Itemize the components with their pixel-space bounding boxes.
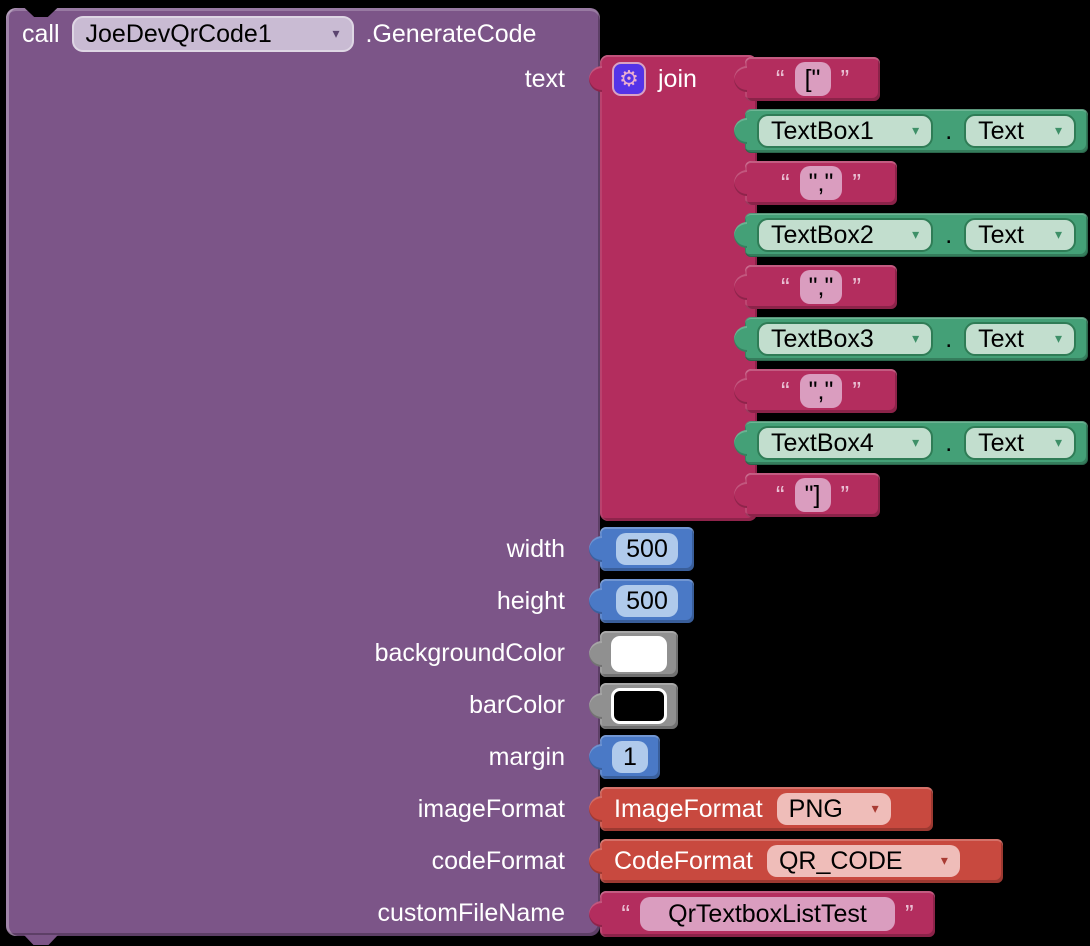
- string-block-close-bracket[interactable]: “ "] ”: [734, 473, 880, 517]
- string-field[interactable]: QrTextboxListTest: [640, 897, 895, 931]
- open-quote: “: [780, 168, 790, 198]
- component-dropdown[interactable]: TextBox4 ▾: [757, 426, 934, 460]
- string-block-open-bracket[interactable]: “ [" ”: [734, 57, 880, 101]
- property-dropdown[interactable]: Text ▾: [964, 218, 1076, 252]
- join-label: join: [658, 65, 697, 93]
- dot-separator: .: [945, 324, 953, 353]
- close-quote: ”: [852, 168, 862, 198]
- open-quote: “: [780, 272, 790, 302]
- dot-separator: .: [945, 220, 953, 249]
- getter-block-textbox1-text[interactable]: TextBox1 ▾ . Text ▾: [734, 109, 1088, 153]
- string-field[interactable]: ",": [799, 374, 843, 408]
- property-dropdown[interactable]: Text ▾: [964, 426, 1076, 460]
- chevron-down-icon: ▾: [940, 853, 948, 869]
- param-label-codeformat: codeFormat: [431, 847, 565, 875]
- white-color-swatch[interactable]: [611, 636, 667, 672]
- color-block-bar[interactable]: [589, 683, 678, 729]
- mutator-gear-icon[interactable]: ⚙: [612, 62, 646, 96]
- string-block-comma[interactable]: “ "," ”: [734, 161, 897, 205]
- string-block-comma[interactable]: “ "," ”: [734, 369, 897, 413]
- close-quote: ”: [840, 64, 850, 94]
- chevron-down-icon: ▾: [912, 435, 920, 451]
- number-field[interactable]: 500: [616, 533, 678, 565]
- param-label-backgroundcolor: backgroundColor: [374, 639, 565, 667]
- number-field[interactable]: 500: [616, 585, 678, 617]
- component-dropdown[interactable]: TextBox2 ▾: [757, 218, 934, 252]
- codeformat-block[interactable]: CodeFormat QR_CODE ▾: [589, 839, 1003, 883]
- black-color-swatch[interactable]: [611, 688, 667, 724]
- param-label-height: height: [496, 587, 565, 615]
- chevron-down-icon: ▾: [871, 801, 879, 817]
- chevron-down-icon: ▾: [1054, 435, 1062, 451]
- number-field[interactable]: 1: [612, 741, 648, 773]
- property-dropdown-value: Text: [978, 324, 1025, 353]
- chevron-down-icon: ▾: [1054, 331, 1062, 347]
- number-block-margin[interactable]: 1: [589, 735, 660, 779]
- property-dropdown-value: Text: [978, 428, 1025, 457]
- imageformat-dropdown[interactable]: PNG ▾: [776, 793, 891, 825]
- codeformat-dropdown-value: QR_CODE: [778, 846, 903, 875]
- property-dropdown-value: Text: [978, 116, 1025, 145]
- open-quote: “: [780, 376, 790, 406]
- number-block-width[interactable]: 500: [589, 527, 694, 571]
- close-quote: ”: [852, 376, 862, 406]
- string-field[interactable]: [": [794, 62, 831, 96]
- open-quote: “: [621, 899, 630, 929]
- param-label-customfilename: customFileName: [377, 899, 565, 927]
- dot-separator: .: [945, 428, 953, 457]
- param-label-width: width: [506, 535, 565, 563]
- open-quote: “: [775, 64, 785, 94]
- dot-separator: .: [945, 116, 953, 145]
- component-dropdown[interactable]: JoeDevQrCode1 ▾: [71, 16, 354, 52]
- getter-block-textbox3-text[interactable]: TextBox3 ▾ . Text ▾: [734, 317, 1088, 361]
- string-field[interactable]: "]: [794, 478, 831, 512]
- chevron-down-icon: ▾: [912, 331, 920, 347]
- property-dropdown[interactable]: Text ▾: [964, 114, 1076, 148]
- string-field[interactable]: ",": [799, 166, 843, 200]
- codeformat-dropdown[interactable]: QR_CODE ▾: [766, 845, 960, 877]
- chevron-down-icon: ▾: [332, 26, 340, 42]
- chevron-down-icon: ▾: [912, 123, 920, 139]
- chevron-down-icon: ▾: [1054, 123, 1062, 139]
- string-block-customfilename[interactable]: “ QrTextboxListTest ”: [589, 891, 935, 937]
- string-block-comma[interactable]: “ "," ”: [734, 265, 897, 309]
- param-label-text: text: [524, 65, 565, 93]
- color-block-background[interactable]: [589, 631, 678, 677]
- codeformat-label: CodeFormat: [614, 846, 753, 875]
- close-quote: ”: [852, 272, 862, 302]
- open-quote: “: [775, 480, 785, 510]
- method-name: .GenerateCode: [365, 19, 537, 48]
- imageformat-label: ImageFormat: [614, 794, 763, 823]
- component-dropdown[interactable]: TextBox3 ▾: [757, 322, 934, 356]
- number-block-height[interactable]: 500: [589, 579, 694, 623]
- component-dropdown-value: JoeDevQrCode1: [85, 19, 272, 48]
- imageformat-block[interactable]: ImageFormat PNG ▾: [589, 787, 933, 831]
- join-block[interactable]: ⚙ join: [589, 55, 757, 521]
- component-dropdown[interactable]: TextBox1 ▾: [757, 114, 934, 148]
- component-dropdown-value: TextBox2: [771, 220, 874, 249]
- call-generatecode-block[interactable]: call JoeDevQrCode1 ▾ .GenerateCode text …: [6, 8, 600, 936]
- imageformat-dropdown-value: PNG: [788, 794, 843, 823]
- component-dropdown-value: TextBox1: [771, 116, 874, 145]
- close-quote: ”: [840, 480, 850, 510]
- property-dropdown-value: Text: [978, 220, 1025, 249]
- chevron-down-icon: ▾: [1054, 227, 1062, 243]
- chevron-down-icon: ▾: [912, 227, 920, 243]
- close-quote: ”: [905, 899, 914, 929]
- param-label-margin: margin: [488, 743, 565, 771]
- getter-block-textbox2-text[interactable]: TextBox2 ▾ . Text ▾: [734, 213, 1088, 257]
- call-header: call JoeDevQrCode1 ▾ .GenerateCode: [22, 14, 536, 54]
- param-label-barcolor: barColor: [469, 691, 565, 719]
- getter-block-textbox4-text[interactable]: TextBox4 ▾ . Text ▾: [734, 421, 1088, 465]
- string-field[interactable]: ",": [799, 270, 843, 304]
- property-dropdown[interactable]: Text ▾: [964, 322, 1076, 356]
- component-dropdown-value: TextBox3: [771, 324, 874, 353]
- component-dropdown-value: TextBox4: [771, 428, 874, 457]
- call-keyword: call: [22, 19, 60, 48]
- param-label-imageformat: imageFormat: [417, 795, 565, 823]
